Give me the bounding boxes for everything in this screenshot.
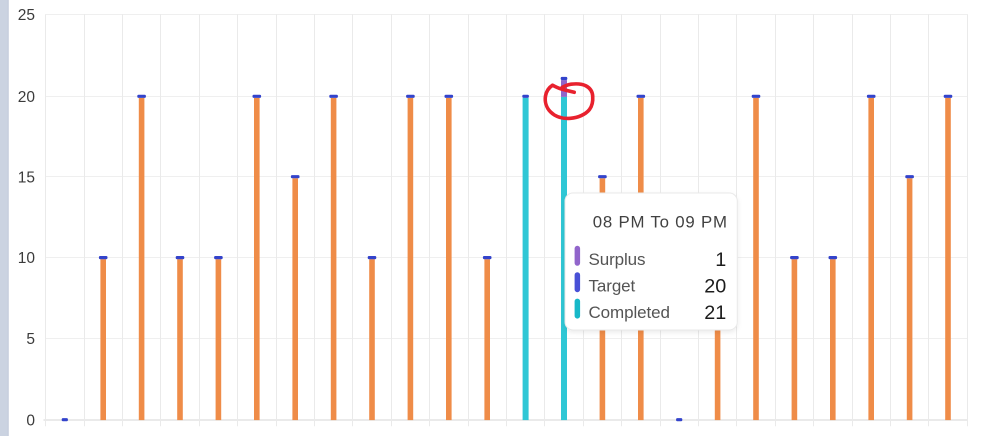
svg-text:08 PM To 09 PM: 08 PM To 09 PM (593, 213, 728, 232)
svg-text:5: 5 (26, 331, 35, 348)
svg-text:Target: Target (589, 277, 636, 296)
svg-text:25: 25 (18, 7, 35, 24)
svg-text:20: 20 (704, 276, 726, 298)
svg-text:Surplus: Surplus (589, 250, 646, 269)
svg-text:Completed: Completed (589, 303, 670, 322)
svg-text:15: 15 (18, 169, 35, 186)
svg-text:1: 1 (715, 249, 726, 271)
svg-text:10: 10 (18, 250, 36, 267)
svg-text:0: 0 (26, 413, 35, 430)
svg-text:20: 20 (18, 89, 36, 106)
svg-text:21: 21 (704, 302, 726, 324)
